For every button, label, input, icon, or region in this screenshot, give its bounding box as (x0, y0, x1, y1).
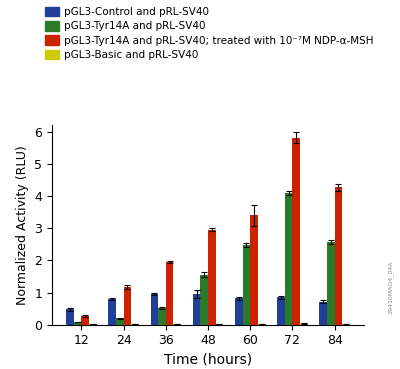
Bar (66, 309, 74, 325)
Bar (116, 318, 124, 325)
Bar (235, 299, 243, 325)
Bar (285, 193, 292, 325)
Text: 29410MAO4_04A: 29410MAO4_04A (388, 260, 394, 314)
Bar (81, 316, 89, 325)
Bar (243, 245, 250, 325)
Bar (300, 324, 308, 325)
Bar (258, 324, 266, 325)
Bar (74, 322, 81, 325)
Bar (124, 287, 131, 325)
Bar (200, 275, 208, 325)
Bar (173, 324, 181, 325)
Bar (108, 299, 116, 325)
Bar (131, 324, 139, 325)
Bar (342, 324, 350, 325)
Y-axis label: Normalized Activity (RLU): Normalized Activity (RLU) (16, 145, 29, 305)
Bar (250, 215, 258, 325)
Bar (158, 308, 166, 325)
Bar (150, 294, 158, 325)
Bar (89, 324, 96, 325)
Bar (327, 242, 335, 325)
Bar (320, 301, 327, 325)
Bar (193, 294, 200, 325)
Legend: pGL3-Control and pRL-SV40, pGL3-Tyr14A and pRL-SV40, pGL3-Tyr14A and pRL-SV40; t: pGL3-Control and pRL-SV40, pGL3-Tyr14A a… (45, 7, 374, 60)
Bar (277, 297, 285, 325)
Bar (335, 187, 342, 325)
X-axis label: Time (hours): Time (hours) (164, 353, 252, 367)
Bar (208, 230, 216, 325)
Bar (216, 324, 223, 325)
Bar (166, 262, 173, 325)
Bar (292, 138, 300, 325)
